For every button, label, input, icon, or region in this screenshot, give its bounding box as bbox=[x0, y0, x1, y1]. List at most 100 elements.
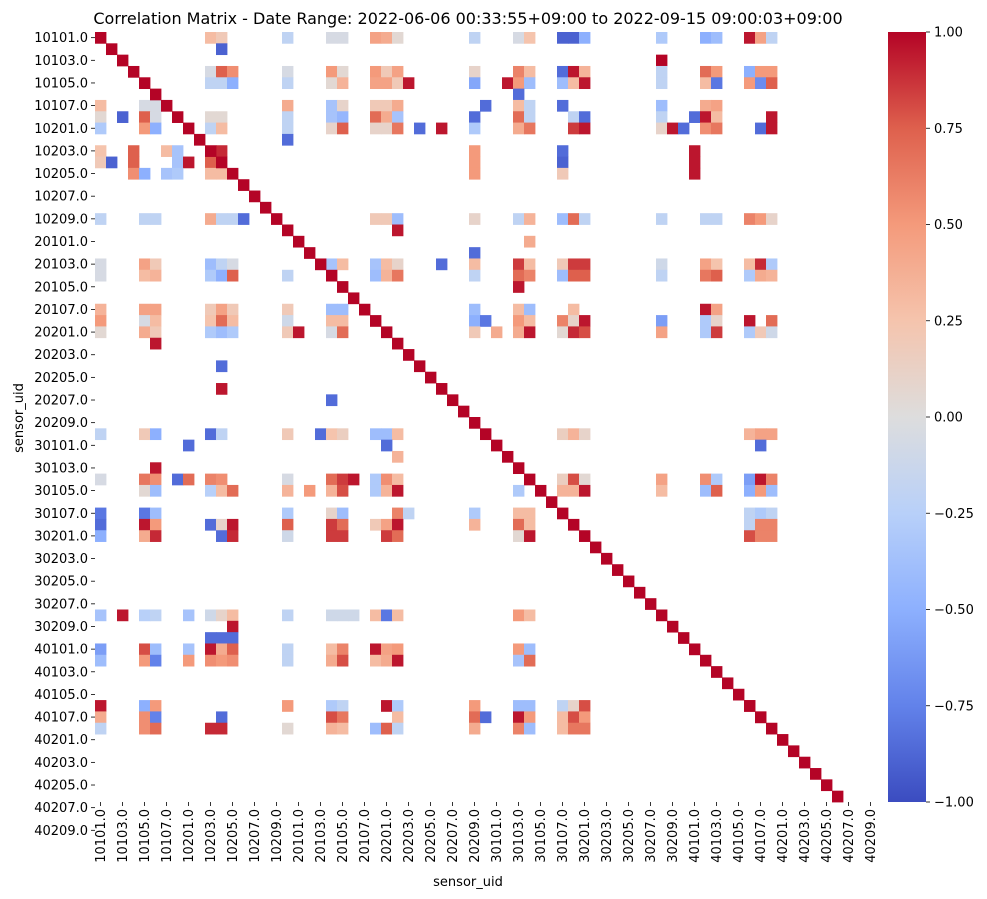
x-tick-label: 30105.0 bbox=[534, 809, 549, 863]
y-tick-label: 30203.0 bbox=[34, 552, 88, 567]
heatmap-cell bbox=[392, 711, 404, 724]
heatmap-cell bbox=[150, 258, 162, 271]
diagonal-cell bbox=[161, 99, 173, 112]
diagonal-cell bbox=[216, 156, 228, 169]
y-tick-label: 40203.0 bbox=[34, 756, 88, 771]
heatmap-cell bbox=[370, 213, 382, 225]
heatmap-cell bbox=[381, 609, 393, 622]
heatmap-cell bbox=[205, 303, 217, 316]
heatmap-cell bbox=[524, 258, 536, 271]
heatmap-cell bbox=[282, 518, 294, 531]
diagonal-cell bbox=[282, 224, 294, 237]
heatmap-cell bbox=[711, 122, 723, 135]
heatmap-cell bbox=[513, 32, 525, 44]
heatmap-cell bbox=[216, 428, 228, 441]
y-tick-label: 40207.0 bbox=[34, 801, 88, 816]
diagonal-cell bbox=[128, 65, 140, 78]
heatmap-cell bbox=[326, 65, 338, 78]
heatmap-cell bbox=[656, 315, 668, 327]
heatmap-cell bbox=[557, 315, 569, 327]
heatmap-cell bbox=[513, 722, 525, 735]
heatmap-cell bbox=[469, 518, 481, 531]
heatmap-cell bbox=[227, 620, 239, 633]
heatmap-cell bbox=[227, 315, 239, 327]
heatmap-cell bbox=[205, 77, 217, 90]
heatmap-cell bbox=[579, 326, 591, 339]
heatmap-cell bbox=[711, 484, 723, 497]
heatmap-cell bbox=[326, 654, 338, 667]
heatmap-cell bbox=[755, 428, 767, 441]
heatmap-cell bbox=[381, 99, 393, 112]
heatmap-cell bbox=[568, 65, 580, 78]
heatmap-cell bbox=[172, 473, 184, 486]
heatmap-cell bbox=[766, 111, 778, 123]
heatmap-cell bbox=[139, 530, 151, 542]
heatmap-cell bbox=[557, 156, 569, 169]
heatmap-cell bbox=[381, 428, 393, 441]
chart-title: Correlation Matrix - Date Range: 2022-06… bbox=[93, 9, 842, 28]
heatmap-cell bbox=[711, 326, 723, 339]
heatmap-cell bbox=[568, 473, 580, 486]
heatmap-cell bbox=[337, 65, 349, 78]
x-tick-label: 10107.0 bbox=[160, 809, 175, 863]
heatmap-cell bbox=[700, 111, 712, 123]
diagonal-cell bbox=[568, 518, 580, 531]
heatmap-cell bbox=[172, 156, 184, 169]
diagonal-cell bbox=[414, 360, 426, 373]
y-tick-label: 30207.0 bbox=[34, 597, 88, 612]
x-tick-label: 30101.0 bbox=[490, 809, 505, 863]
heatmap-cell bbox=[150, 530, 162, 542]
diagonal-cell bbox=[249, 190, 261, 203]
diagonal-cell bbox=[733, 688, 745, 701]
heatmap-cell bbox=[216, 145, 228, 157]
heatmap-cell bbox=[150, 507, 162, 520]
heatmap-cell bbox=[469, 167, 481, 180]
heatmap-cell bbox=[139, 473, 151, 486]
heatmap-cell bbox=[744, 269, 756, 282]
colorbar-tick-label: 0.00 bbox=[934, 411, 963, 426]
heatmap-cell bbox=[524, 609, 536, 622]
heatmap-cell bbox=[117, 609, 129, 622]
heatmap-cell bbox=[326, 711, 338, 724]
heatmap-cell bbox=[579, 65, 591, 78]
colorbar-ticks: 1.00 0.75 0.50 0.25 0.00 −0.25 −0.50 −0.75 −1.00 bbox=[926, 26, 974, 811]
heatmap-cell bbox=[392, 643, 404, 656]
y-tick-label: 10103.0 bbox=[34, 54, 88, 69]
heatmap-cell bbox=[216, 213, 228, 225]
heatmap-cell bbox=[524, 326, 536, 339]
heatmap-cell bbox=[469, 247, 481, 259]
heatmap-cell bbox=[755, 518, 767, 531]
heatmap-cell bbox=[161, 145, 173, 157]
heatmap-cell bbox=[326, 77, 338, 90]
heatmap-cell bbox=[744, 213, 756, 225]
colorbar-tick-label: −0.25 bbox=[934, 507, 974, 522]
heatmap-cell bbox=[766, 484, 778, 497]
diagonal-cell bbox=[678, 632, 690, 644]
heatmap-cell bbox=[513, 269, 525, 282]
heatmap-cell bbox=[513, 99, 525, 112]
heatmap-cell bbox=[392, 700, 404, 712]
heatmap-cell bbox=[469, 213, 481, 225]
heatmap-cell bbox=[656, 32, 668, 44]
heatmap-cell bbox=[150, 643, 162, 656]
heatmap-cell bbox=[524, 711, 536, 724]
heatmap-cell bbox=[392, 111, 404, 123]
heatmap-cell bbox=[337, 484, 349, 497]
heatmap-cell bbox=[513, 484, 525, 497]
heatmap-cell bbox=[524, 269, 536, 282]
heatmap-cell bbox=[744, 315, 756, 327]
x-tick-label: 30103.0 bbox=[512, 809, 527, 863]
heatmap-cell bbox=[689, 156, 701, 169]
heatmap-cell bbox=[469, 77, 481, 90]
diagonal-cell bbox=[755, 711, 767, 724]
heatmap-cell bbox=[524, 507, 536, 520]
heatmap-cell bbox=[700, 122, 712, 135]
heatmap-cell bbox=[95, 326, 107, 339]
heatmap-cell bbox=[711, 111, 723, 123]
heatmap-cell bbox=[139, 711, 151, 724]
x-tick-label: 10207.0 bbox=[248, 809, 263, 863]
heatmap-cell bbox=[469, 303, 481, 316]
heatmap-cell bbox=[216, 643, 228, 656]
x-tick-label: 40101.0 bbox=[688, 809, 703, 863]
diagonal-cell bbox=[425, 371, 437, 384]
